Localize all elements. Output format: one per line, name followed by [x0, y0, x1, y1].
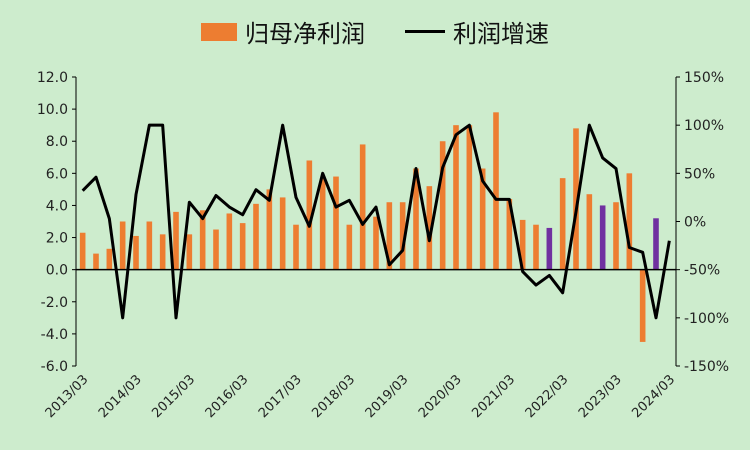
left-tick-label: -2.0: [41, 295, 68, 311]
bar-mark: [639, 269, 646, 342]
x-tick-label: 2024/03: [629, 372, 678, 421]
x-tick-label: 2015/03: [149, 372, 198, 421]
x-tick-label: 2017/03: [256, 372, 305, 421]
legend-item-line: 利润增速: [405, 14, 549, 49]
legend-bar-swatch: [201, 22, 237, 41]
right-tick-label: 50%: [684, 166, 715, 182]
right-tick-label: -150%: [684, 359, 729, 375]
legend-item-bar: 归母净利润: [201, 14, 365, 49]
x-tick-label: 2020/03: [416, 372, 465, 421]
bar-mark: [599, 205, 606, 270]
bar-mark: [439, 141, 446, 270]
bar-mark: [559, 178, 566, 270]
bar-mark: [213, 229, 219, 270]
bar-mark: [519, 219, 526, 270]
left-tick-label: 8.0: [46, 134, 68, 150]
bar-mark: [613, 202, 619, 270]
bar-mark: [119, 221, 126, 270]
legend: 归母净利润 利润增速: [0, 14, 750, 49]
bar-mark: [426, 186, 433, 270]
bar-mark: [653, 218, 659, 270]
bar-mark: [573, 128, 579, 270]
left-tick-label: 4.0: [46, 198, 68, 214]
bar-mark: [586, 194, 593, 270]
right-tick-label: -100%: [684, 311, 729, 327]
left-tick-label: -4.0: [41, 327, 68, 343]
x-tick-label: 2016/03: [203, 372, 252, 421]
bar-mark: [413, 168, 419, 270]
bar-mark: [626, 173, 633, 270]
bar-mark: [373, 216, 379, 270]
bar-mark: [479, 168, 486, 270]
x-tick-label: 2013/03: [43, 372, 92, 421]
left-tick-label: -6.0: [41, 359, 68, 375]
bar-mark: [293, 224, 299, 270]
bar-mark: [186, 234, 193, 270]
left-tick-label: 12.0: [37, 70, 68, 86]
bar-mark: [319, 178, 326, 270]
legend-bar-label: 归母净利润: [245, 20, 365, 48]
left-tick-label: 10.0: [37, 102, 68, 118]
bar-mark: [159, 234, 166, 270]
bar-mark: [306, 160, 313, 270]
bar-mark: [239, 223, 246, 270]
bar-mark: [359, 144, 366, 270]
bar-mark: [453, 125, 459, 270]
x-tick-label: 2018/03: [309, 372, 358, 421]
legend-line-label: 利润增速: [453, 20, 549, 48]
right-tick-label: 100%: [684, 118, 724, 134]
bar-mark: [79, 232, 86, 270]
legend-line-swatch: [405, 30, 445, 33]
right-tick-label: -50%: [684, 263, 720, 279]
x-tick-label: 2021/03: [469, 372, 518, 421]
bar-mark: [506, 199, 513, 270]
bar-mark: [226, 213, 233, 270]
bar-mark: [266, 189, 273, 270]
bar-mark: [279, 197, 286, 270]
bar-mark: [386, 202, 393, 270]
x-tick-label: 2019/03: [363, 372, 412, 421]
left-tick-label: 0.0: [46, 263, 68, 279]
right-tick-label: 0%: [684, 215, 706, 231]
bar-mark: [133, 235, 139, 270]
bar-mark: [346, 224, 353, 270]
bar-mark: [199, 210, 206, 270]
bar-mark: [399, 202, 406, 270]
bar-mark: [533, 224, 539, 270]
bar-mark: [546, 227, 553, 270]
x-tick-label: 2022/03: [523, 372, 572, 421]
left-tick-label: 2.0: [46, 231, 68, 247]
x-tick-label: 2023/03: [576, 372, 625, 421]
bar-mark: [333, 176, 339, 270]
right-tick-label: 150%: [684, 70, 724, 86]
bar-mark: [146, 221, 153, 270]
bar-mark: [493, 112, 499, 270]
left-tick-label: 6.0: [46, 166, 68, 182]
bar-mark: [253, 203, 259, 270]
bar-mark: [466, 125, 473, 270]
bar-mark: [106, 248, 113, 270]
bar-mark: [173, 211, 179, 270]
x-tick-label: 2014/03: [96, 372, 145, 421]
bar-mark: [93, 253, 99, 270]
